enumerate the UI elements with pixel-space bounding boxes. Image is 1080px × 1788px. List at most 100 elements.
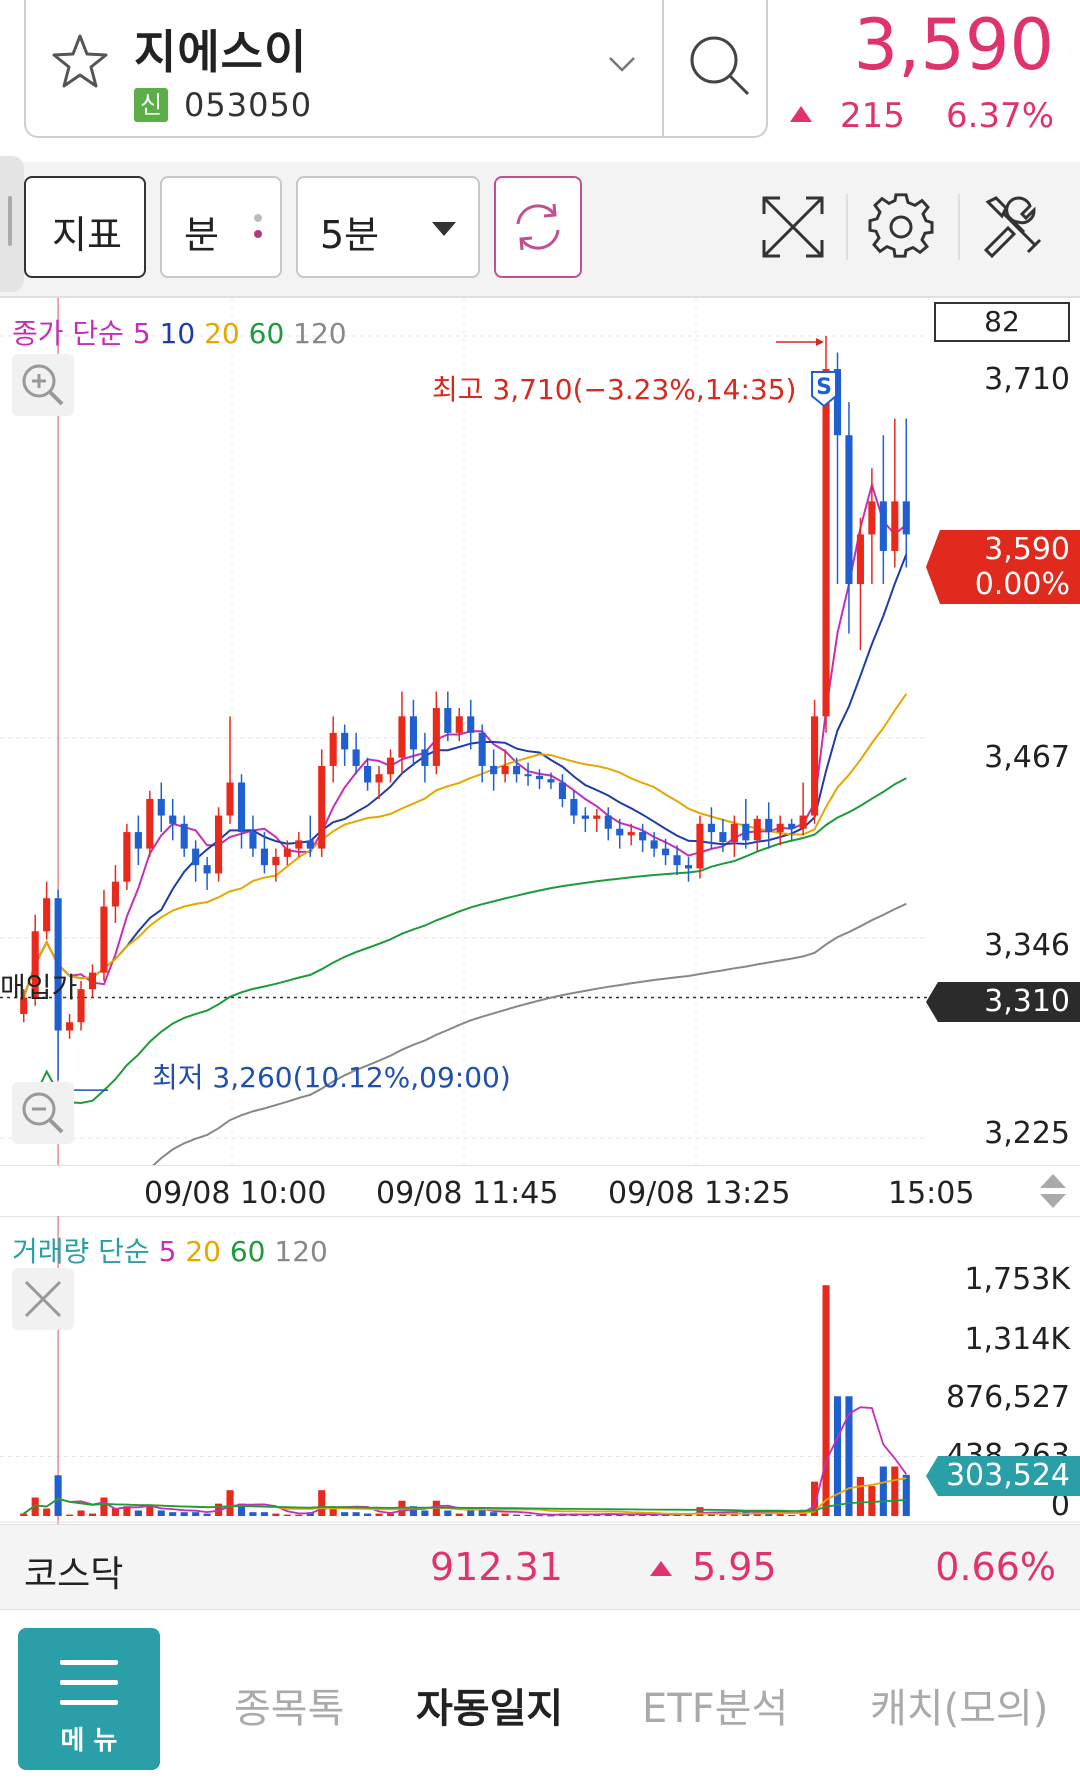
volume-bar [375,1513,383,1516]
candle-body [157,799,165,816]
indicator-button[interactable]: 지표 [24,176,146,278]
zoom-out-button[interactable] [12,1082,74,1144]
chevron-down-icon[interactable] [606,48,638,80]
volume-chart[interactable] [0,1216,1080,1524]
volume-bar [409,1506,417,1516]
volume-bar [833,1396,842,1516]
stock-selector[interactable]: 지에스이 신 053050 [24,0,768,138]
volume-bar [467,1510,475,1516]
candle-body [249,832,257,849]
candle-body [432,708,440,766]
zoom-in-icon [22,364,64,406]
candle-body [845,435,853,585]
volume-bar [616,1514,624,1516]
nav-item-etf[interactable]: ETF분석 [642,1686,789,1732]
candle-body [134,832,142,849]
side-drawer-handle[interactable] [0,156,24,292]
volume-bar [157,1510,165,1516]
market-index-bar[interactable]: 코스닥 912.31 5.95 0.66% [0,1524,1080,1610]
search-icon[interactable] [682,28,762,108]
favorite-star-icon[interactable] [48,30,112,94]
close-volume-button[interactable] [12,1268,74,1330]
interval-select[interactable]: 5분 [296,176,480,278]
nav-item-stock-talk[interactable]: 종목톡 [234,1686,345,1732]
candle-body [833,369,842,436]
hamburger-icon [60,1680,118,1685]
refresh-icon [516,203,560,251]
high-annotation: 최고 3,710(−3.23%,14:35) [432,373,797,406]
candle-body [318,765,326,849]
volume-bar [146,1506,154,1516]
refresh-button[interactable] [494,176,582,278]
current-price-tag-pct: 0.00% [974,567,1070,602]
candle-body [719,832,727,843]
unit-button[interactable]: 분 [160,176,282,278]
candle-body [650,840,658,849]
price-chart[interactable]: S [0,298,1080,1168]
volume-legend-prefix: 거래량 단순 [12,1235,150,1268]
volume-bar [260,1512,268,1516]
nav-item-catch[interactable]: 캐치(모의) [870,1686,1049,1732]
candle-body [684,865,693,869]
up-triangle-icon [790,106,812,122]
ma-line-60 [22,777,907,1131]
candle-body [535,775,544,780]
volume-bar [364,1513,372,1516]
candle-body [409,716,417,750]
index-change: 5.95 [692,1545,777,1589]
candle-body [490,765,498,775]
expand-icon[interactable] [758,192,828,262]
volume-bar [524,1514,532,1516]
x-label: 09/08 10:00 [144,1176,327,1211]
gear-icon[interactable] [866,192,936,262]
candle-body [776,823,784,833]
candle-body [765,818,773,833]
chart-toolbar: 지표 분 5분 [0,156,1080,298]
candle-body [329,732,337,766]
candle-body [180,823,188,849]
volume-bar [684,1514,693,1516]
volume-bar [696,1507,704,1516]
volume-bar [88,1513,97,1516]
menu-button[interactable]: 메 뉴 [18,1628,160,1770]
candle-body [398,716,406,758]
candle-body [100,906,108,973]
volume-bar [776,1514,784,1516]
ma-line-10 [22,553,908,998]
low-annotation: 최저 3,260(10.12%,09:00) [152,1061,511,1094]
volume-bar [352,1512,360,1516]
price-legend-period: 5 [132,317,151,350]
candle-body [822,369,830,717]
volume-bar [879,1466,887,1516]
price-change: 215 [840,96,905,136]
volume-bar [295,1514,303,1516]
y-label-high: 3,710 [984,362,1070,397]
current-price: 3,590 [853,4,1054,86]
volume-bar [100,1497,108,1516]
ma-line-120 [148,902,907,1168]
market-badge: 신 [134,88,168,122]
price-y-axis [928,298,1080,1168]
volume-bar [490,1512,498,1516]
price-change-percent: 6.37% [945,96,1054,136]
vol-y-label: 876,527 [945,1380,1070,1415]
tools-icon[interactable] [978,192,1048,262]
high-arrow-head [816,338,825,346]
volume-bar [788,1514,796,1516]
current-price-tag-bg [926,530,1080,604]
candle-body [66,1022,74,1031]
nav-item-auto-journal[interactable]: 자동일지 [416,1686,564,1732]
candle-body [455,716,463,733]
signal-marker-label: S [816,375,832,400]
volume-bar [753,1513,761,1516]
candle-body [43,898,51,932]
zoom-in-button[interactable] [12,354,74,416]
time-axis[interactable] [0,1165,1080,1217]
candle-body [467,716,475,733]
volume-bar [272,1513,280,1516]
volume-tag-bg [926,1456,1080,1496]
scroll-updown-icon[interactable] [1038,1172,1068,1210]
unit-label: 분 [184,213,219,257]
candle-body [799,815,807,829]
volume-bar [478,1508,486,1516]
